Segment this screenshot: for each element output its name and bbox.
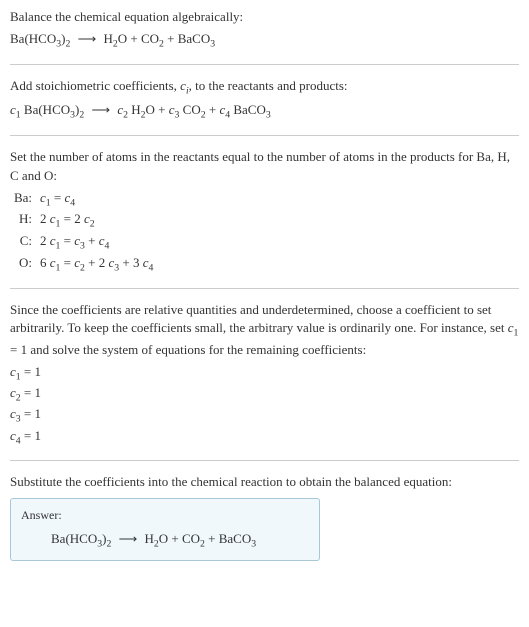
eq-rhs: H2O + CO2 + BaCO3 xyxy=(103,31,215,46)
balance-title-text: Balance the chemical equation algebraica… xyxy=(10,8,519,27)
atom-label: O: xyxy=(12,254,40,276)
block-balance-title: Balance the chemical equation algebraica… xyxy=(10,8,519,52)
eq-rhs: H2O + CO2 + BaCO3 xyxy=(144,531,256,546)
coefficient-list: c1 = 1 c2 = 1 c3 = 1 c4 = 1 xyxy=(10,363,519,448)
stoich-title: Add stoichiometric coefficients, ci, to … xyxy=(10,77,519,99)
atom-row-o: O: 6 c1 = c2 + 2 c3 + 3 c4 xyxy=(12,254,519,276)
solve-title: Since the coefficients are relative quan… xyxy=(10,301,519,360)
atom-row-ba: Ba: c1 = c4 xyxy=(12,189,519,211)
eq-lhs: Ba(HCO3)2 xyxy=(10,31,70,46)
answer-equation: Ba(HCO3)2 ⟶ H2O + CO2 + BaCO3 xyxy=(21,530,309,552)
answer-box: Answer: Ba(HCO3)2 ⟶ H2O + CO2 + BaCO3 xyxy=(10,498,320,561)
balance-equation: Ba(HCO3)2 ⟶ H2O + CO2 + BaCO3 xyxy=(10,30,519,52)
atom-eq: 2 c1 = c3 + c4 xyxy=(40,232,519,254)
coef-item: c4 = 1 xyxy=(10,427,519,448)
atom-table: Ba: c1 = c4 H: 2 c1 = 2 c2 C: 2 c1 = c3 … xyxy=(12,189,519,276)
stoich-equation: c1 Ba(HCO3)2 ⟶ c2 H2O + c3 CO2 + c4 BaCO… xyxy=(10,101,519,123)
answer-title: Substitute the coefficients into the che… xyxy=(10,473,519,492)
divider xyxy=(10,135,519,136)
coef-item: c3 = 1 xyxy=(10,405,519,426)
block-stoich: Add stoichiometric coefficients, ci, to … xyxy=(10,77,519,123)
eq-lhs: Ba(HCO3)2 xyxy=(51,531,111,546)
atom-eq: 6 c1 = c2 + 2 c3 + 3 c4 xyxy=(40,254,519,276)
atom-row-c: C: 2 c1 = c3 + c4 xyxy=(12,232,519,254)
atom-label: Ba: xyxy=(12,189,40,211)
atoms-title: Set the number of atoms in the reactants… xyxy=(10,148,519,186)
arrow-icon: ⟶ xyxy=(91,101,110,120)
block-solve: Since the coefficients are relative quan… xyxy=(10,301,519,448)
atom-label: C: xyxy=(12,232,40,254)
atom-eq: c1 = c4 xyxy=(40,189,519,211)
divider xyxy=(10,460,519,461)
divider xyxy=(10,288,519,289)
block-atoms: Set the number of atoms in the reactants… xyxy=(10,148,519,276)
atom-label: H: xyxy=(12,210,40,232)
coef-item: c2 = 1 xyxy=(10,384,519,405)
coef-item: c1 = 1 xyxy=(10,363,519,384)
block-answer: Substitute the coefficients into the che… xyxy=(10,473,519,561)
arrow-icon: ⟶ xyxy=(119,530,138,549)
arrow-icon: ⟶ xyxy=(78,30,97,49)
atom-row-h: H: 2 c1 = 2 c2 xyxy=(12,210,519,232)
atom-eq: 2 c1 = 2 c2 xyxy=(40,210,519,232)
divider xyxy=(10,64,519,65)
answer-label: Answer: xyxy=(21,507,309,524)
